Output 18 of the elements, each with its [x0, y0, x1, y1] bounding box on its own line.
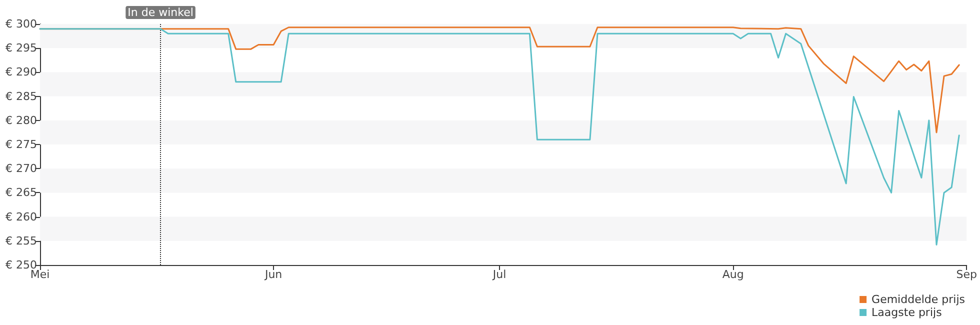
line-series — [39, 28, 960, 246]
y-tick-label: € 255 — [6, 234, 37, 248]
y-tick-label: € 260 — [6, 210, 37, 224]
y-tick-label: € 300 — [6, 18, 37, 30]
legend-label: Laagste prijs — [872, 306, 942, 319]
x-tick-label: Sep — [956, 268, 978, 281]
y-tick-label: € 285 — [6, 90, 37, 103]
y-tick-label: € 295 — [6, 42, 37, 55]
x-tick-label: Aug — [722, 268, 744, 281]
x-tick-label: Jul — [492, 268, 506, 281]
y-tick-label: € 265 — [6, 186, 37, 200]
y-tick-label: € 275 — [6, 138, 37, 151]
ref-line-label: In de winkel — [128, 6, 194, 19]
legend-label: Gemiddelde prijs — [872, 293, 966, 306]
x-tick-label: Jun — [264, 268, 282, 281]
y-tick-label: € 290 — [6, 66, 37, 79]
y-tick-label: € 270 — [6, 162, 37, 176]
y-tick-label: € 280 — [6, 114, 37, 127]
